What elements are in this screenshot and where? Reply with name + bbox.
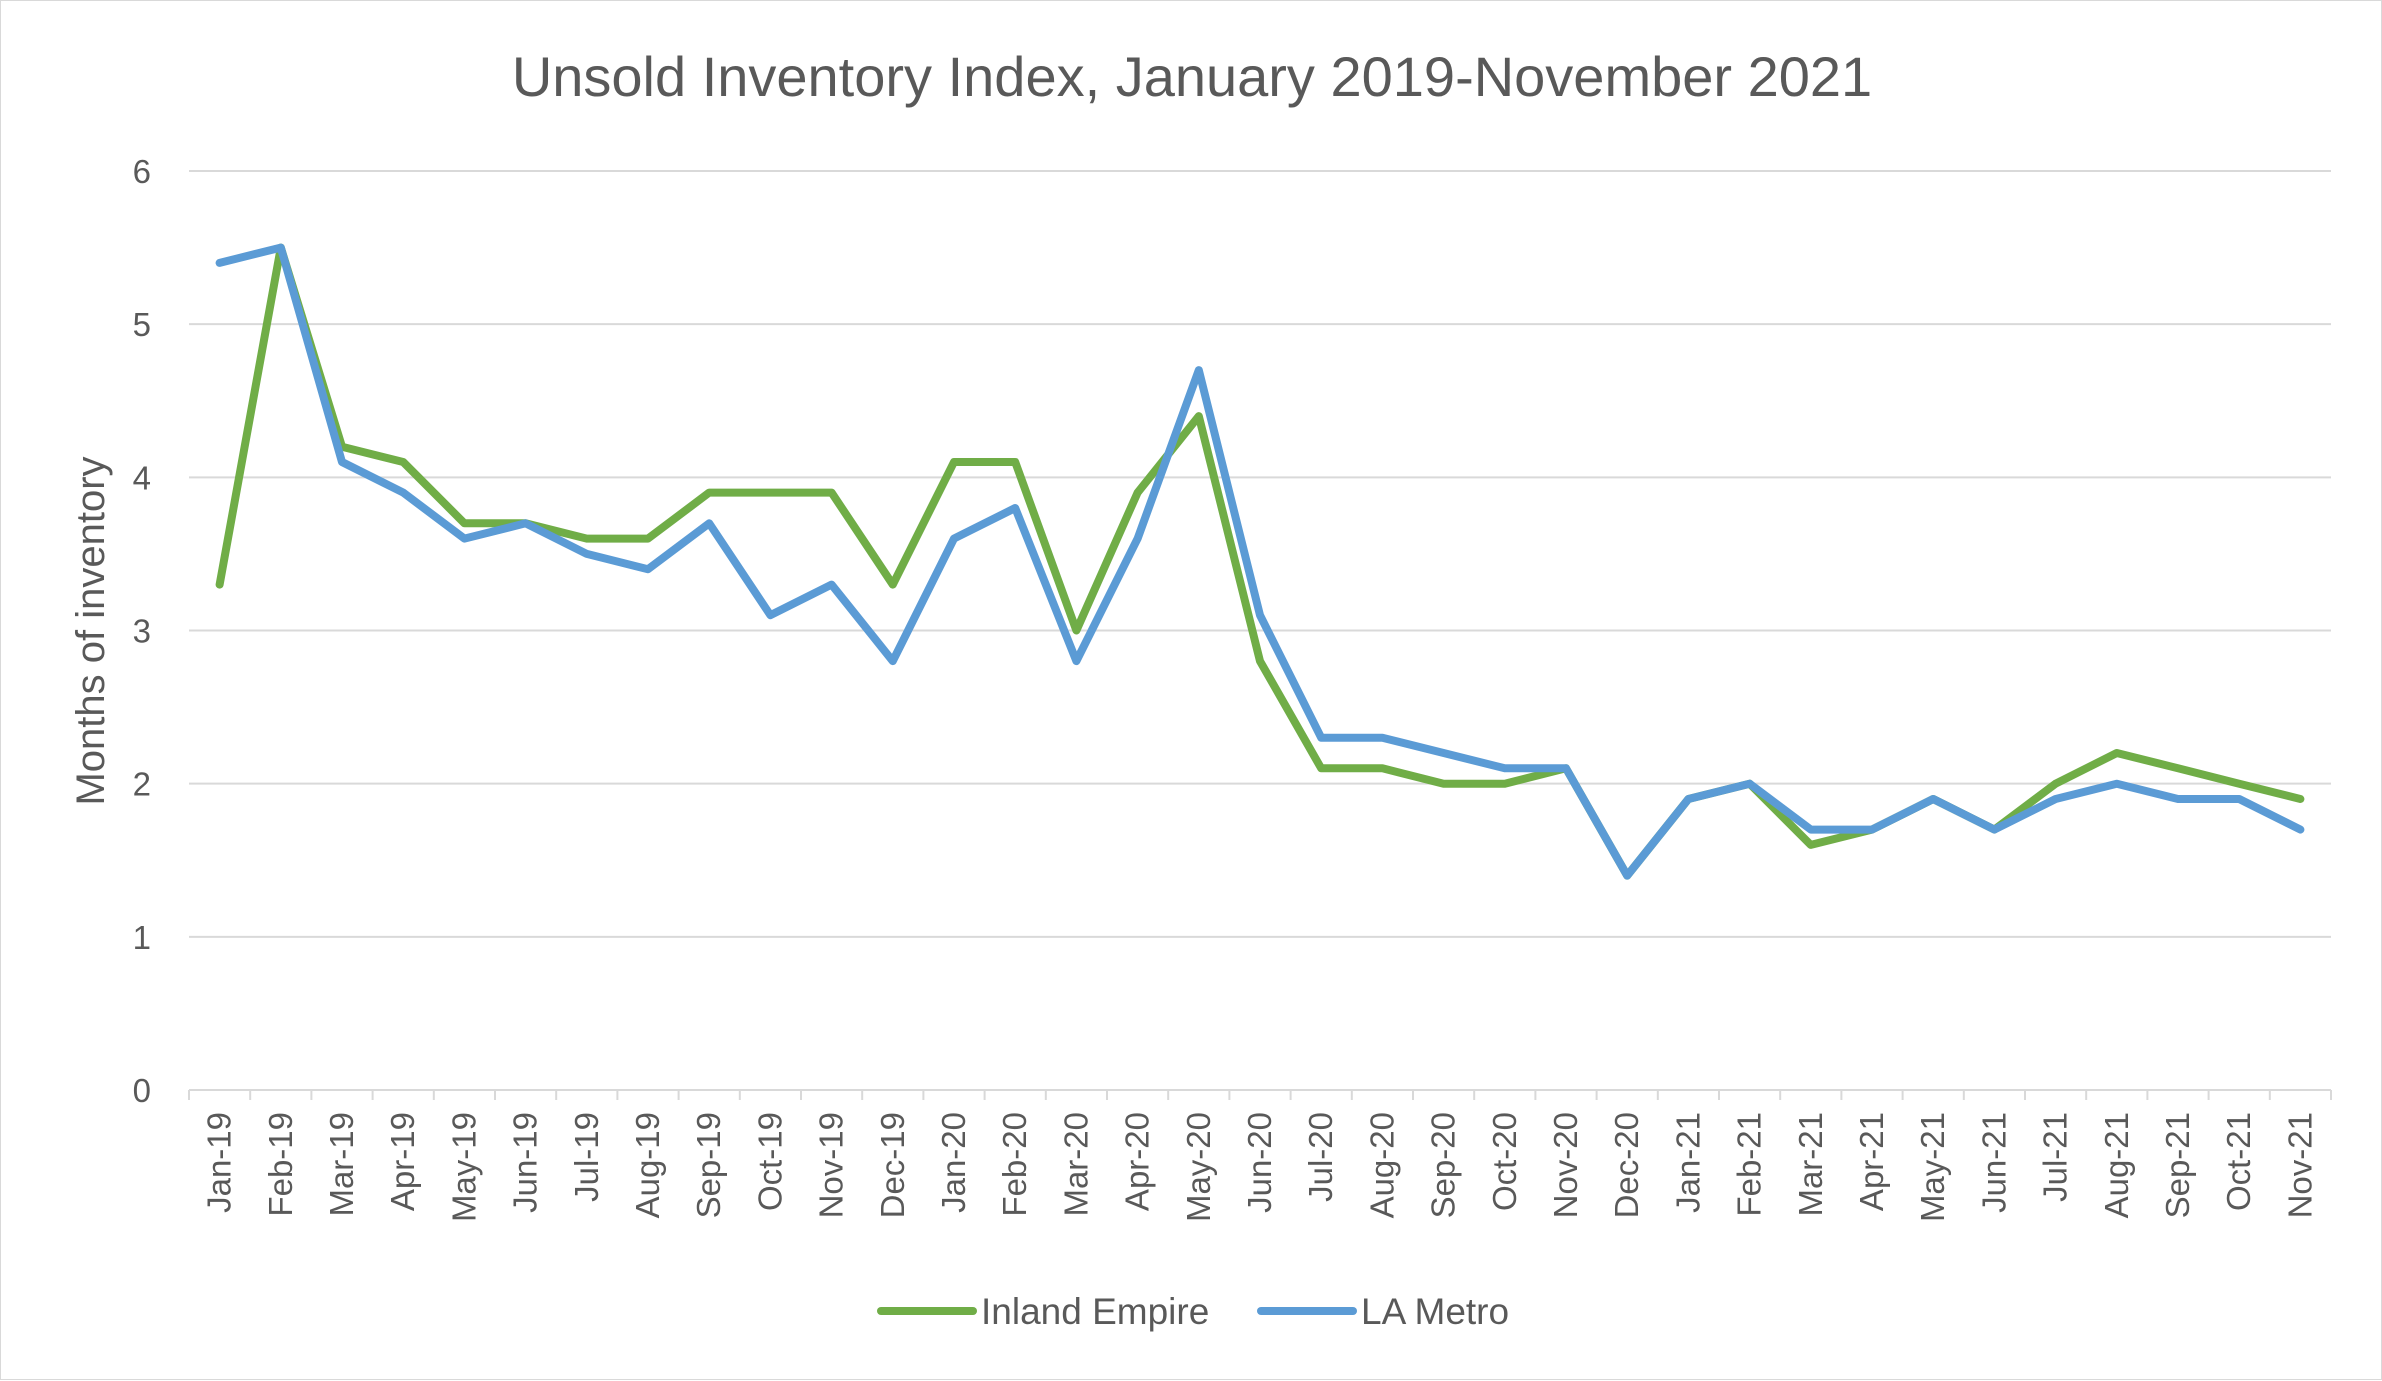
x-tick-label: Sep-21 [2159,1112,2196,1218]
y-tick-label: 2 [133,766,151,803]
y-tick-label: 6 [133,153,151,190]
x-tick-label: Oct-21 [2220,1112,2257,1211]
y-axis-tick-labels: 0 1 2 3 4 5 6 [133,153,151,1109]
x-tick-label: Apr-19 [384,1112,421,1211]
y-tick-label: 1 [133,919,151,956]
y-axis-label: Months of inventory [69,456,113,805]
x-tick-label: Jun-21 [1975,1112,2012,1213]
y-tick-label: 0 [133,1072,151,1109]
x-tick-label: Dec-20 [1608,1112,1645,1218]
gridlines [189,171,2331,1090]
x-tick-label: Feb-21 [1731,1112,1768,1217]
x-tick-label: Sep-20 [1425,1112,1462,1218]
series-line-la-metro [220,248,2301,876]
x-tick-label: May-20 [1180,1112,1217,1222]
x-tick-label: Oct-20 [1486,1112,1523,1211]
x-tick-label: Jul-21 [2037,1112,2074,1202]
y-tick-label: 3 [133,613,151,650]
x-tick-label: Oct-19 [751,1112,788,1211]
x-tick-label: Aug-19 [629,1112,666,1218]
x-tick-label: Jun-19 [507,1112,544,1213]
x-tick-label: Jul-20 [1302,1112,1339,1202]
x-tick-label: Jun-20 [1241,1112,1278,1213]
series-lines [220,247,2301,875]
x-tick-label: Mar-20 [1057,1112,1094,1217]
x-tick-label: Mar-19 [323,1112,360,1217]
x-tick-label: Feb-19 [262,1112,299,1217]
x-tick-label: May-21 [1914,1112,1951,1222]
x-tick-label: Aug-21 [2098,1112,2135,1218]
x-tick-label: Nov-20 [1547,1112,1584,1218]
series-line-inland-empire [220,248,2301,876]
y-tick-label: 5 [133,306,151,343]
chart-title: Unsold Inventory Index, January 2019-Nov… [512,45,1872,108]
x-tick-label: Dec-19 [874,1112,911,1218]
x-tick-label: May-19 [445,1112,482,1222]
x-tick-label: Nov-21 [2281,1112,2318,1218]
x-tick-label: Jul-19 [568,1112,605,1202]
x-tick-label: Feb-20 [996,1112,1033,1217]
legend-label: LA Metro [1361,1291,1509,1332]
x-tick-label: Jan-21 [1669,1112,1706,1213]
legend-label: Inland Empire [981,1291,1209,1332]
x-axis-tick-labels: Jan-19 Feb-19 Mar-19 Apr-19 May-19 Jun-19 Jul-… [189,1090,2331,1222]
y-tick-label: 4 [133,459,151,496]
x-tick-label: Jan-19 [201,1112,238,1213]
x-tick-label: Jan-20 [935,1112,972,1213]
legend: Inland Empire LA Metro [881,1291,1509,1332]
x-tick-label: Aug-20 [1363,1112,1400,1218]
x-tick-label: Mar-21 [1792,1112,1829,1217]
x-tick-label: Sep-19 [690,1112,727,1218]
x-tick-label: Apr-20 [1119,1112,1156,1211]
x-tick-label: Nov-19 [813,1112,850,1218]
x-tick-label: Apr-21 [1853,1112,1890,1211]
